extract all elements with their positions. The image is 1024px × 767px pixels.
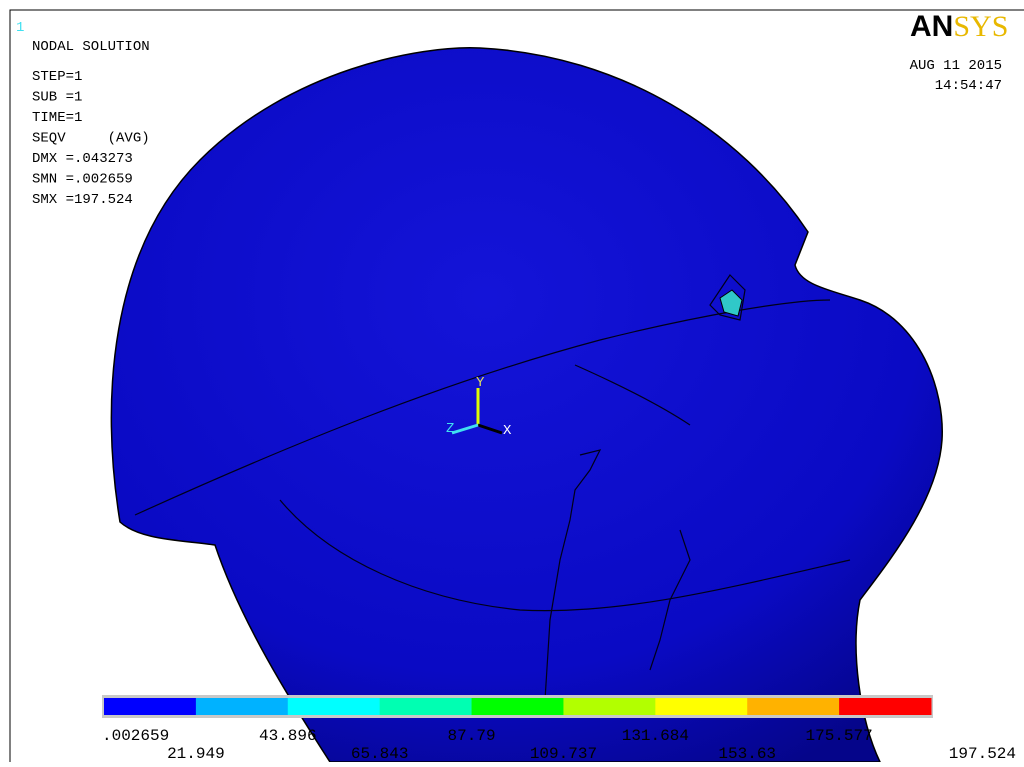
legend-swatch: [472, 698, 564, 715]
viewport-number: 1: [16, 20, 24, 36]
triad-x-label: X: [503, 423, 512, 439]
info-line: SEQV (AVG): [32, 131, 150, 147]
legend-swatch: [655, 698, 747, 715]
logo-sys: SYS: [953, 10, 1008, 43]
legend-label: 87.79: [448, 727, 496, 745]
legend-label: 109.737: [530, 745, 597, 762]
triad-y-label: Y: [476, 375, 485, 391]
legend-label: 175.577: [806, 727, 873, 745]
info-line: SMX =197.524: [32, 192, 133, 208]
legend-swatch: [288, 698, 380, 715]
legend-label: .002659: [102, 727, 169, 745]
legend-swatch: [104, 698, 196, 715]
time: 14:54:47: [935, 78, 1002, 94]
legend-label: 197.524: [949, 745, 1016, 762]
legend-label: 131.684: [622, 727, 689, 745]
plot-title: NODAL SOLUTION: [32, 39, 150, 55]
info-line: STEP=1: [32, 69, 82, 85]
info-line: SMN =.002659: [32, 172, 133, 188]
legend-swatch: [747, 698, 839, 715]
info-line: DMX =.043273: [32, 151, 133, 167]
legend-label: 21.949: [167, 745, 225, 762]
legend-swatch: [563, 698, 655, 715]
legend-swatch: [839, 698, 931, 715]
legend-label: 153.63: [718, 745, 776, 762]
triad-z-label: Z: [446, 421, 454, 437]
info-line: TIME=1: [32, 110, 82, 126]
info-line: SUB =1: [32, 90, 82, 106]
ansys-window: Y X Z 1 NODAL SOLUTION STEP=1 SUB =1 TIME=…: [0, 0, 1024, 762]
logo: ANSYS: [910, 10, 1008, 43]
legend-label: 65.843: [351, 745, 409, 762]
date: AUG 11 2015: [910, 58, 1002, 74]
legend-label: 43.896: [259, 727, 317, 745]
legend-swatch: [196, 698, 288, 715]
logo-an: AN: [910, 10, 953, 43]
legend-swatch: [380, 698, 472, 715]
